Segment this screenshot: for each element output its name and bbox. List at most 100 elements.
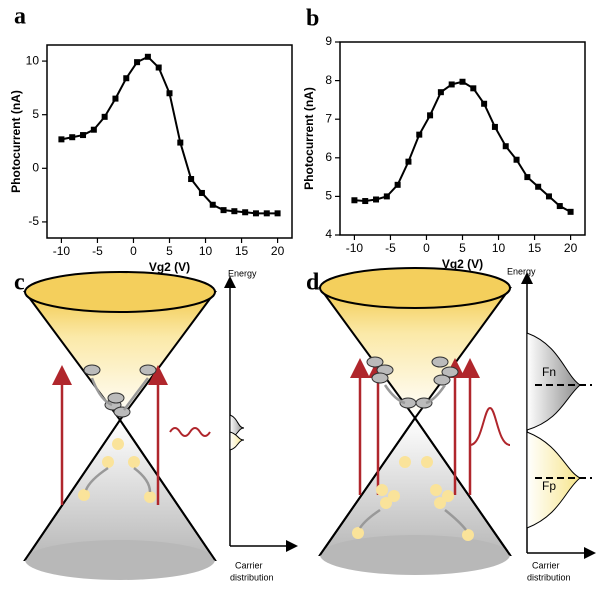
panel-label: a: [14, 4, 26, 30]
excitation-arrows: [350, 358, 480, 495]
axis-label: Energy: [228, 268, 257, 278]
y-tick-label: 4: [325, 227, 332, 241]
cone-bottom: [25, 540, 215, 580]
data-point: [188, 176, 195, 183]
y-tick-label: 7: [325, 111, 332, 125]
data-point: [112, 95, 119, 102]
data-point: [231, 208, 238, 215]
data-point: [405, 158, 412, 165]
data-point: [80, 132, 87, 139]
data-point: [567, 208, 574, 215]
emission-wave: [169, 427, 211, 437]
data-point: [90, 126, 97, 133]
x-tick-label: -10: [346, 241, 364, 255]
relaxation-path: [358, 384, 467, 531]
data-point: [502, 143, 509, 150]
plot-frame: [339, 41, 586, 236]
data-point: [362, 198, 369, 205]
y-tick-label: 9: [325, 34, 332, 48]
x-tick-label: -5: [385, 241, 396, 255]
data-point: [545, 193, 552, 200]
x-tick-label: 5: [166, 244, 173, 258]
data-point: [134, 59, 141, 66]
data-point: [394, 181, 401, 188]
data-point: [209, 201, 216, 208]
data-point: [459, 78, 466, 85]
panel-label: d: [306, 270, 320, 296]
data-point: [155, 64, 162, 71]
y-tick-label: -5: [28, 214, 39, 228]
x-axis-label: Vg2 (V): [149, 260, 190, 274]
x-tick-label: 15: [235, 244, 249, 258]
diagram-c: c Energy Carrier distribution: [14, 268, 298, 582]
x-tick-label: 10: [199, 244, 213, 258]
data-point: [274, 210, 281, 217]
diagram-d: d Energy Carrier distribution: [306, 266, 596, 582]
data-point: [101, 113, 108, 120]
level-label: Fn: [542, 365, 556, 379]
data-point: [166, 90, 173, 97]
data-point: [144, 53, 151, 60]
holes: [78, 438, 156, 503]
data-point: [69, 134, 76, 141]
data-point: [427, 112, 434, 119]
y-axis-label: Photocurrent (nA): [9, 90, 23, 193]
x-tick-label: 15: [528, 241, 542, 255]
electron-distribution: [526, 332, 581, 431]
axis-label: Carrier: [532, 560, 560, 570]
data-point: [373, 196, 380, 203]
x-tick-label: 5: [459, 241, 466, 255]
y-tick-label: 5: [325, 189, 332, 203]
x-tick-label: 0: [423, 241, 430, 255]
axis-label: distribution: [230, 572, 274, 582]
data-point: [242, 209, 249, 216]
holes: [352, 456, 474, 541]
relaxation-path: [84, 377, 152, 493]
level-label: Fp: [542, 479, 556, 493]
x-tick-label: -10: [53, 244, 71, 258]
data-point: [491, 123, 498, 130]
data-point: [513, 156, 520, 163]
data-point: [177, 139, 184, 146]
x-axis-label: Vg2 (V): [442, 257, 483, 271]
data-point: [263, 210, 270, 217]
data-point: [252, 210, 259, 217]
x-tick-label: -5: [92, 244, 103, 258]
x-tick-label: 20: [564, 241, 578, 255]
cone-edge: [319, 416, 511, 556]
y-tick-label: 6: [325, 150, 332, 164]
axis-label: distribution: [527, 572, 571, 582]
plot-frame: [46, 44, 293, 239]
data-point: [535, 183, 542, 190]
electrons: [366, 356, 459, 409]
data-point: [383, 193, 390, 200]
data-point: [58, 136, 65, 143]
data-point: [437, 89, 444, 96]
cone-edge: [24, 418, 216, 561]
data-point: [123, 75, 130, 82]
data-point: [524, 174, 531, 181]
y-tick-label: 8: [325, 73, 332, 87]
axis-label: Energy: [507, 266, 536, 276]
data-point: [448, 81, 455, 88]
data-point: [470, 85, 477, 92]
y-tick-label: 5: [32, 107, 39, 121]
data-point: [198, 189, 205, 196]
data-point: [556, 203, 563, 210]
panel-label: c: [14, 270, 25, 296]
x-tick-label: 0: [130, 244, 137, 258]
y-axis-label: Photocurrent (nA): [302, 87, 316, 190]
valence-cone: [318, 416, 512, 556]
cone-bottom: [320, 535, 510, 575]
data-point: [481, 100, 488, 107]
cone-top: [319, 267, 511, 309]
axis-label: Carrier: [235, 560, 263, 570]
data-point: [220, 207, 227, 214]
data-line: [61, 55, 278, 215]
data-point: [416, 131, 423, 138]
x-tick-label: 10: [492, 241, 506, 255]
x-tick-label: 20: [271, 244, 285, 258]
hole-distribution: [229, 431, 245, 451]
data-line: [354, 80, 572, 213]
